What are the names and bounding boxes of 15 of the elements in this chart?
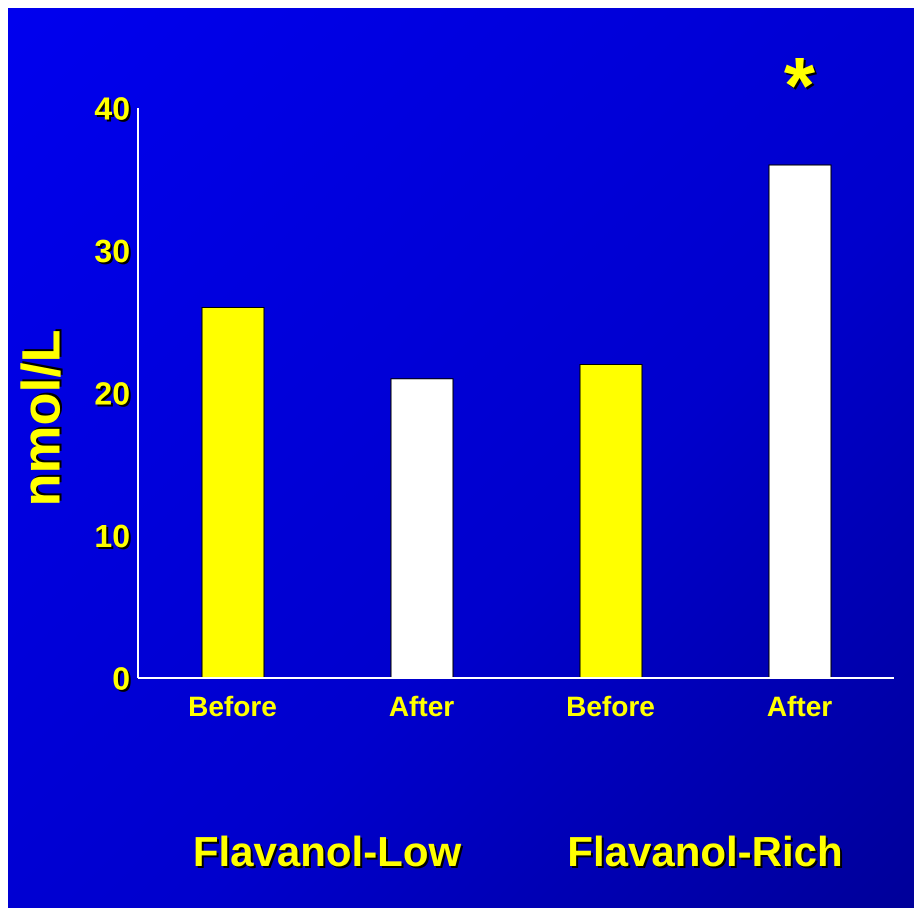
y-tick-label: 10 — [94, 518, 130, 554]
y-tick-label: 0 — [112, 660, 130, 696]
bar — [580, 364, 642, 678]
y-tick-label: 30 — [94, 232, 130, 269]
bar — [202, 307, 264, 678]
y-tick-label: 40 — [94, 90, 130, 126]
text: Flavanol-Low — [192, 828, 462, 876]
annotation: * — [782, 40, 816, 132]
x-tick-label: Before — [566, 690, 655, 722]
x-tick-label: After — [766, 690, 832, 722]
y-tick-label: 20 — [94, 375, 130, 412]
text: Flavanol-Rich — [566, 828, 844, 876]
x-tick-label: After — [388, 690, 454, 722]
y-axis-title: nmol/L — [10, 330, 72, 506]
x-tick-label: Before — [188, 690, 277, 722]
